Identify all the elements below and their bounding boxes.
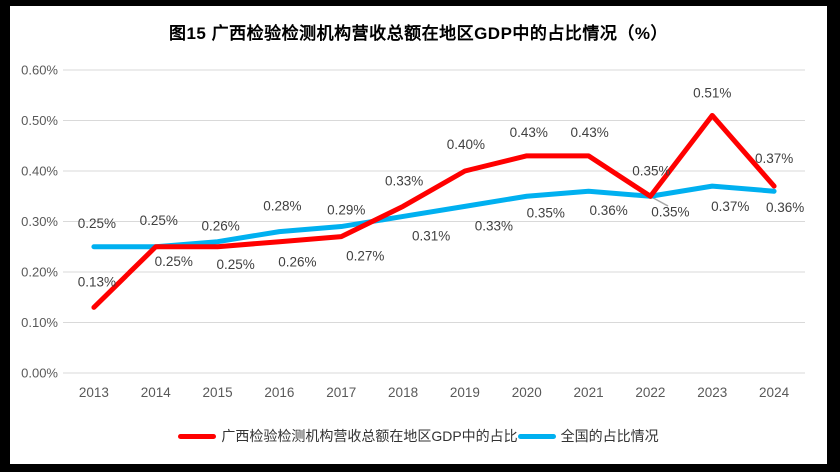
- x-axis-tick-label: 2016: [264, 385, 294, 400]
- data-label: 0.36%: [766, 200, 804, 215]
- legend-label-guangxi: 广西检验检测机构营收总额在地区GDP中的占比: [221, 428, 518, 444]
- data-label: 0.35%: [632, 163, 670, 178]
- y-axis-tick-label: 0.40%: [21, 164, 58, 179]
- data-label: 0.43%: [570, 125, 608, 140]
- x-axis-tick-label: 2022: [635, 385, 665, 400]
- data-label: 0.25%: [216, 257, 254, 272]
- x-axis-tick-label: 2024: [759, 385, 790, 400]
- y-axis-tick-label: 0.50%: [21, 113, 58, 128]
- y-axis-tick-label: 0.00%: [21, 366, 58, 381]
- data-label: 0.43%: [510, 125, 548, 140]
- data-label: 0.26%: [201, 219, 239, 234]
- data-label: 0.26%: [278, 255, 316, 270]
- data-label: 0.29%: [327, 203, 365, 218]
- y-axis-tick-label: 0.10%: [21, 315, 58, 330]
- data-label: 0.40%: [447, 137, 485, 152]
- data-label: 0.37%: [755, 151, 793, 166]
- data-label: 0.51%: [693, 85, 731, 100]
- data-label: 0.33%: [385, 173, 423, 188]
- chart-title: 图15 广西检验检测机构营收总额在地区GDP中的占比情况（%）: [168, 24, 669, 43]
- legend-item-national: 全国的占比情况: [517, 426, 659, 446]
- y-axis-tick-label: 0.60%: [21, 63, 58, 78]
- data-label: 0.31%: [412, 228, 450, 243]
- data-label: 0.13%: [78, 274, 116, 289]
- label-leader-line: [651, 196, 669, 207]
- data-label: 0.35%: [527, 205, 565, 220]
- legend-label-national: 全国的占比情况: [560, 428, 659, 444]
- x-axis-tick-label: 2014: [141, 385, 172, 400]
- data-label: 0.27%: [346, 249, 384, 264]
- x-axis-tick-label: 2013: [79, 385, 109, 400]
- red-line-swatch-icon: [178, 433, 217, 439]
- data-label: 0.36%: [589, 203, 627, 218]
- x-axis-tick-label: 2023: [697, 385, 727, 400]
- x-axis-tick-label: 2018: [388, 385, 418, 400]
- data-label: 0.35%: [651, 204, 689, 219]
- x-axis-tick-label: 2019: [450, 385, 480, 400]
- legend-item-guangxi: 广西检验检测机构营收总额在地区GDP中的占比: [178, 426, 518, 446]
- blue-line-swatch-icon: [517, 433, 556, 439]
- data-label: 0.33%: [475, 218, 513, 233]
- x-axis-tick-label: 2021: [574, 385, 604, 400]
- x-axis-tick-label: 2017: [326, 385, 356, 400]
- data-label: 0.28%: [263, 199, 301, 214]
- y-axis-tick-label: 0.30%: [21, 214, 58, 229]
- data-label: 0.25%: [140, 213, 178, 228]
- series-line-national: [91, 183, 777, 250]
- line-chart-plot: 0.00% 0.10% 0.20% 0.30% 0.40% 0.50% 0.60% 2013 2…: [21, 63, 805, 400]
- x-axis-tick-label: 2015: [203, 385, 233, 400]
- x-axis-tick-label: 2020: [512, 385, 542, 400]
- data-label: 0.25%: [155, 254, 193, 269]
- legend: 广西检验检测机构营收总额在地区GDP中的占比 全国的占比情况: [10, 426, 827, 446]
- data-label: 0.25%: [78, 216, 116, 231]
- data-label: 0.37%: [711, 199, 749, 214]
- y-axis-tick-label: 0.20%: [21, 265, 58, 280]
- series-line-guangxi: [91, 112, 777, 310]
